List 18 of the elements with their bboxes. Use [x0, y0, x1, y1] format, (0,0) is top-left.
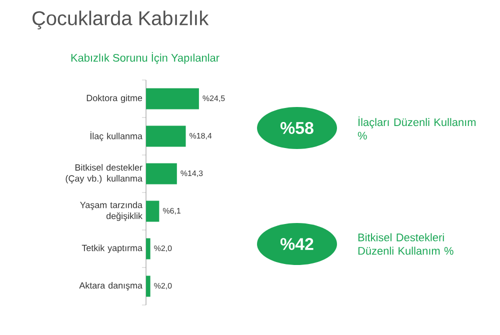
bar	[146, 163, 177, 184]
bar	[146, 238, 150, 260]
y-tick-label: Aktara danışma	[79, 282, 142, 290]
bar	[146, 88, 199, 110]
y-tick-label: Doktora gitme	[86, 94, 142, 103]
y-tick-label: Tetkik yaptırma	[82, 244, 142, 253]
text: %42	[280, 238, 314, 250]
y-tick-label: İlaç kullanma	[90, 131, 142, 142]
text: Bitkisel Destekleri Düzenli Kullanım %	[358, 233, 454, 255]
text: %58	[280, 122, 314, 134]
chart-title: Çocuklarda Kabızlık	[32, 10, 209, 30]
y-tick-label: Yaşam tarzında değişiklik	[80, 202, 142, 221]
y-tick-label: Bitkisel destekler (Çay vb.) kullanma	[66, 164, 142, 184]
text: İlaçları Düzenli Kullanım %	[358, 116, 476, 140]
bar	[146, 126, 186, 147]
bar	[146, 200, 160, 222]
bar	[146, 276, 150, 297]
chart-subtitle: Kabızlık Sorunu İçin Yapılanlar	[71, 52, 220, 64]
